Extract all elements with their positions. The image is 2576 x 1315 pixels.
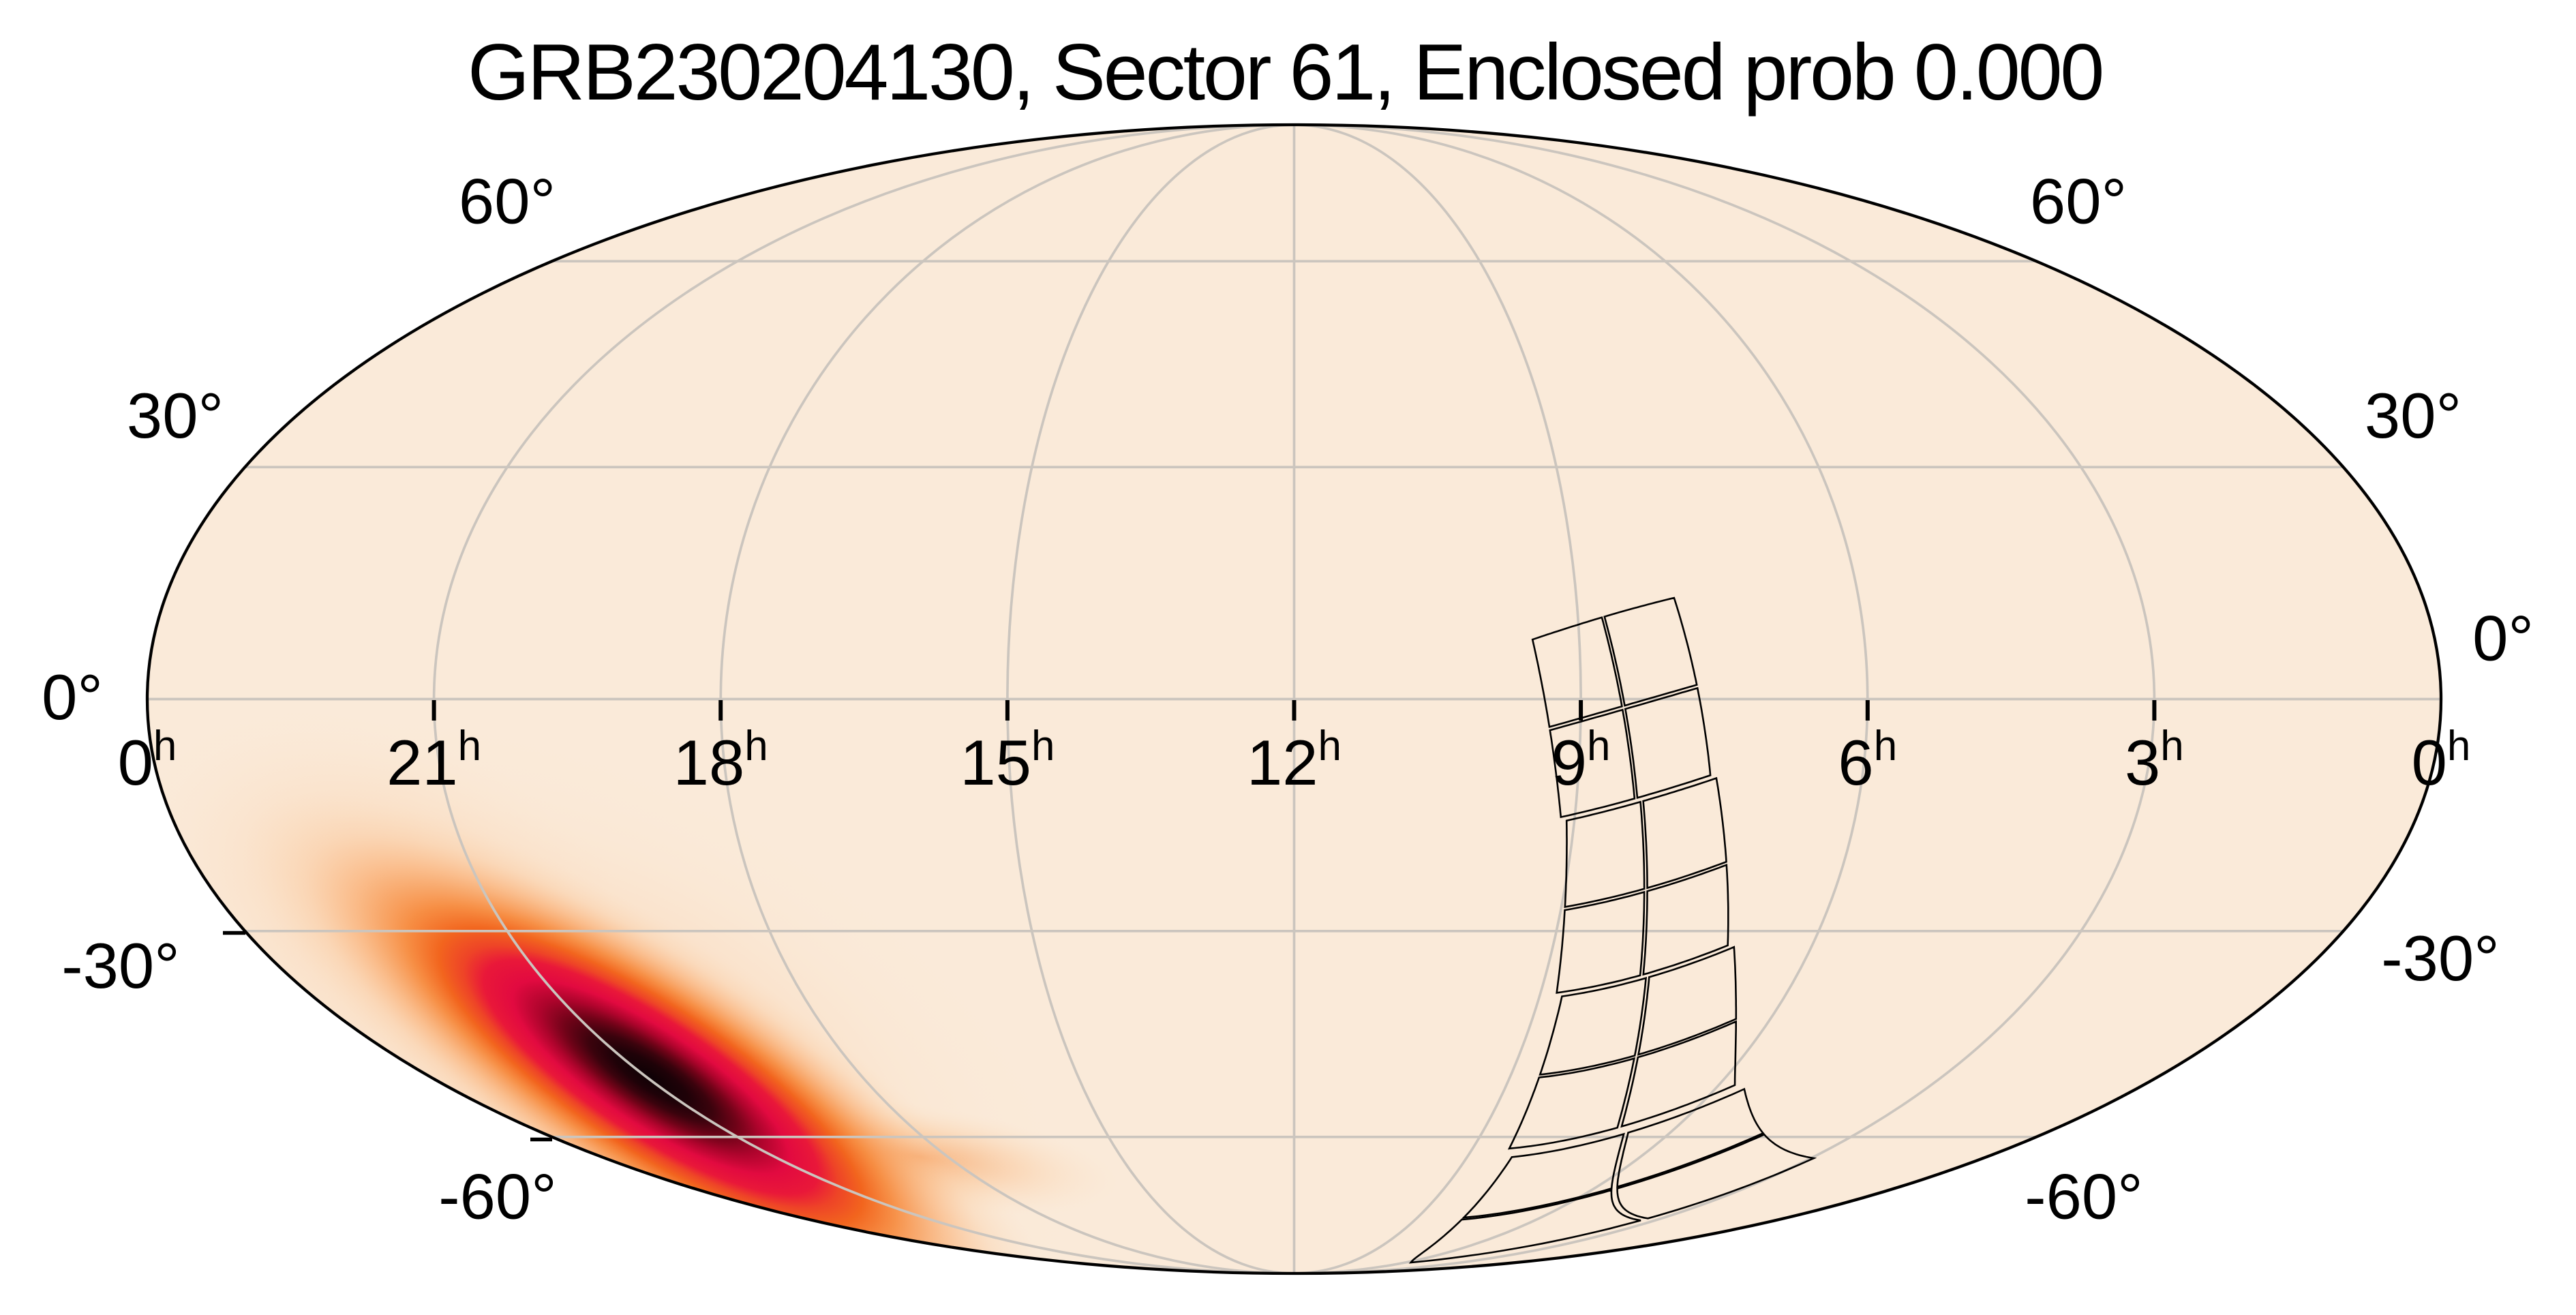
svg-text:30°: 30° <box>2365 380 2461 451</box>
svg-text:-30°: -30° <box>61 930 179 1001</box>
svg-text:60°: 60° <box>459 166 556 237</box>
svg-text:60°: 60° <box>2030 166 2127 237</box>
svg-text:-30°: -30° <box>2381 922 2499 994</box>
svg-text:GRB230204130, Sector 61, Enclo: GRB230204130, Sector 61, Enclosed prob 0… <box>468 27 2102 117</box>
svg-text:0°: 0° <box>2472 603 2534 674</box>
svg-text:0°: 0° <box>42 661 103 733</box>
svg-text:-60°: -60° <box>438 1161 556 1233</box>
svg-text:-60°: -60° <box>2025 1161 2142 1233</box>
svg-text:3h: 3h <box>2125 723 2184 798</box>
svg-text:30°: 30° <box>127 380 224 451</box>
